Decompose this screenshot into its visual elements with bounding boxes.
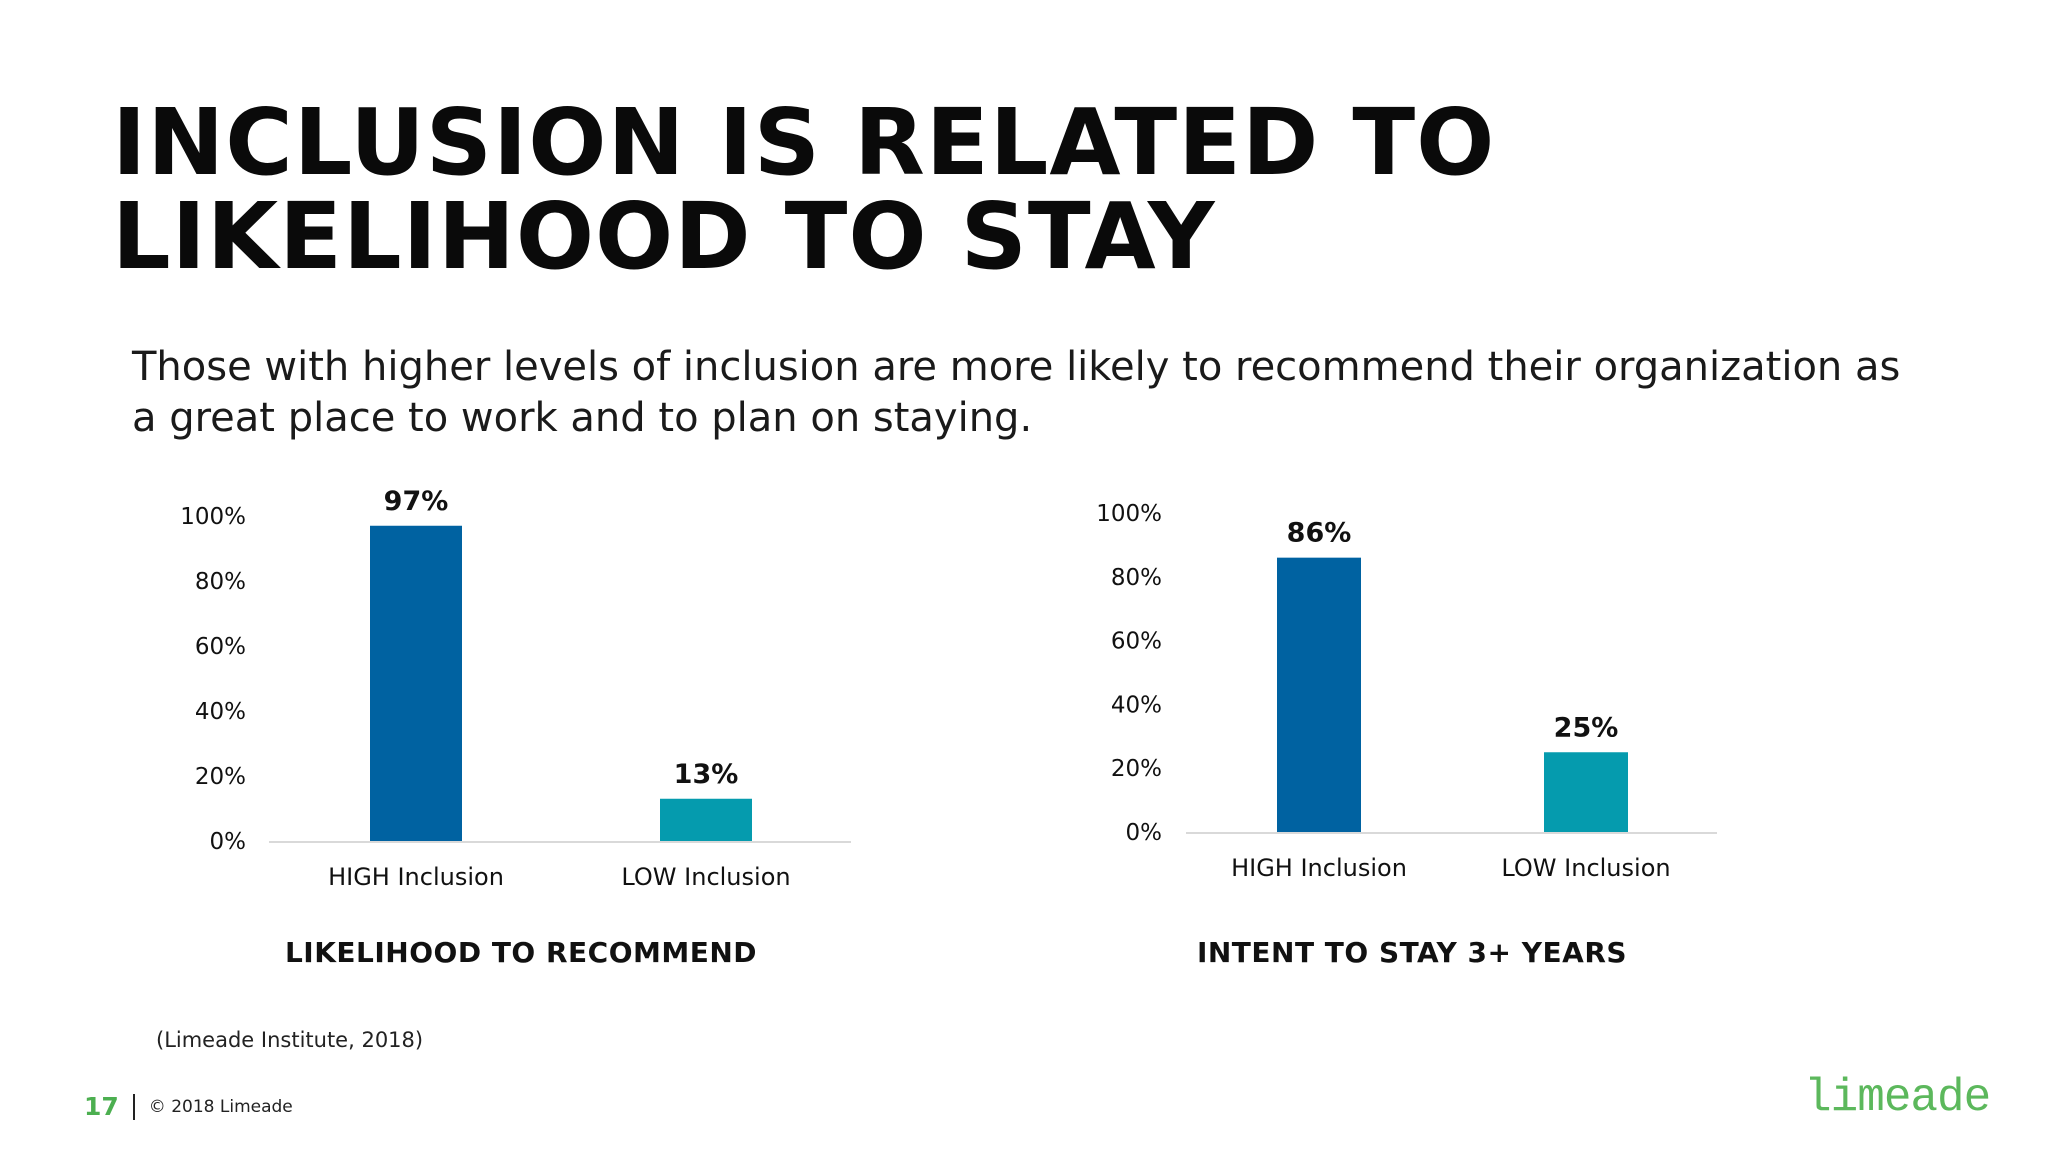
y-tick-label: 100% (1096, 501, 1162, 527)
y-tick-label: 0% (1126, 820, 1163, 846)
title-line-2: LIKELIHOOD TO STAY (112, 183, 1216, 290)
data-label: 86% (1287, 518, 1352, 549)
limeade-logo: limeade (1804, 1072, 1991, 1124)
y-tick-label: 20% (1111, 756, 1162, 782)
y-tick-label: 60% (195, 634, 246, 660)
footer-divider (132, 1093, 135, 1120)
chart-title: LIKELIHOOD TO RECOMMEND (285, 936, 757, 969)
category-label: HIGH Inclusion (1231, 854, 1407, 882)
copyright: © 2018 Limeade (148, 1096, 293, 1117)
y-tick-label: 80% (195, 569, 246, 595)
y-tick-label: 40% (195, 699, 246, 725)
bar-high-inclusion (1277, 557, 1361, 832)
category-label: LOW Inclusion (1501, 854, 1670, 882)
slide-title: INCLUSION IS RELATED TO LIKELIHOOD TO ST… (112, 96, 1495, 284)
bar-high-inclusion (370, 525, 462, 841)
y-tick-label: 80% (1111, 565, 1162, 591)
data-label: 25% (1554, 712, 1619, 743)
bar-low-inclusion (1544, 752, 1628, 832)
y-tick-label: 60% (1111, 629, 1162, 655)
y-tick-label: 100% (180, 504, 246, 530)
y-tick-label: 40% (1111, 692, 1162, 718)
y-tick-label: 0% (210, 829, 247, 855)
chart-title: INTENT TO STAY 3+ YEARS (1197, 936, 1627, 969)
category-label: HIGH Inclusion (328, 863, 504, 891)
page-number: 17 (84, 1092, 119, 1121)
data-label: 97% (384, 486, 449, 517)
category-label: LOW Inclusion (621, 863, 790, 891)
footer: 17 © 2018 Limeade (84, 1092, 293, 1121)
y-tick-label: 20% (195, 764, 246, 790)
bar-low-inclusion (660, 798, 752, 841)
data-label: 13% (674, 759, 739, 790)
title-line-1: INCLUSION IS RELATED TO (112, 89, 1496, 196)
source-citation: (Limeade Institute, 2018) (156, 1028, 424, 1052)
slide-subtitle: Those with higher levels of inclusion ar… (132, 344, 1901, 441)
